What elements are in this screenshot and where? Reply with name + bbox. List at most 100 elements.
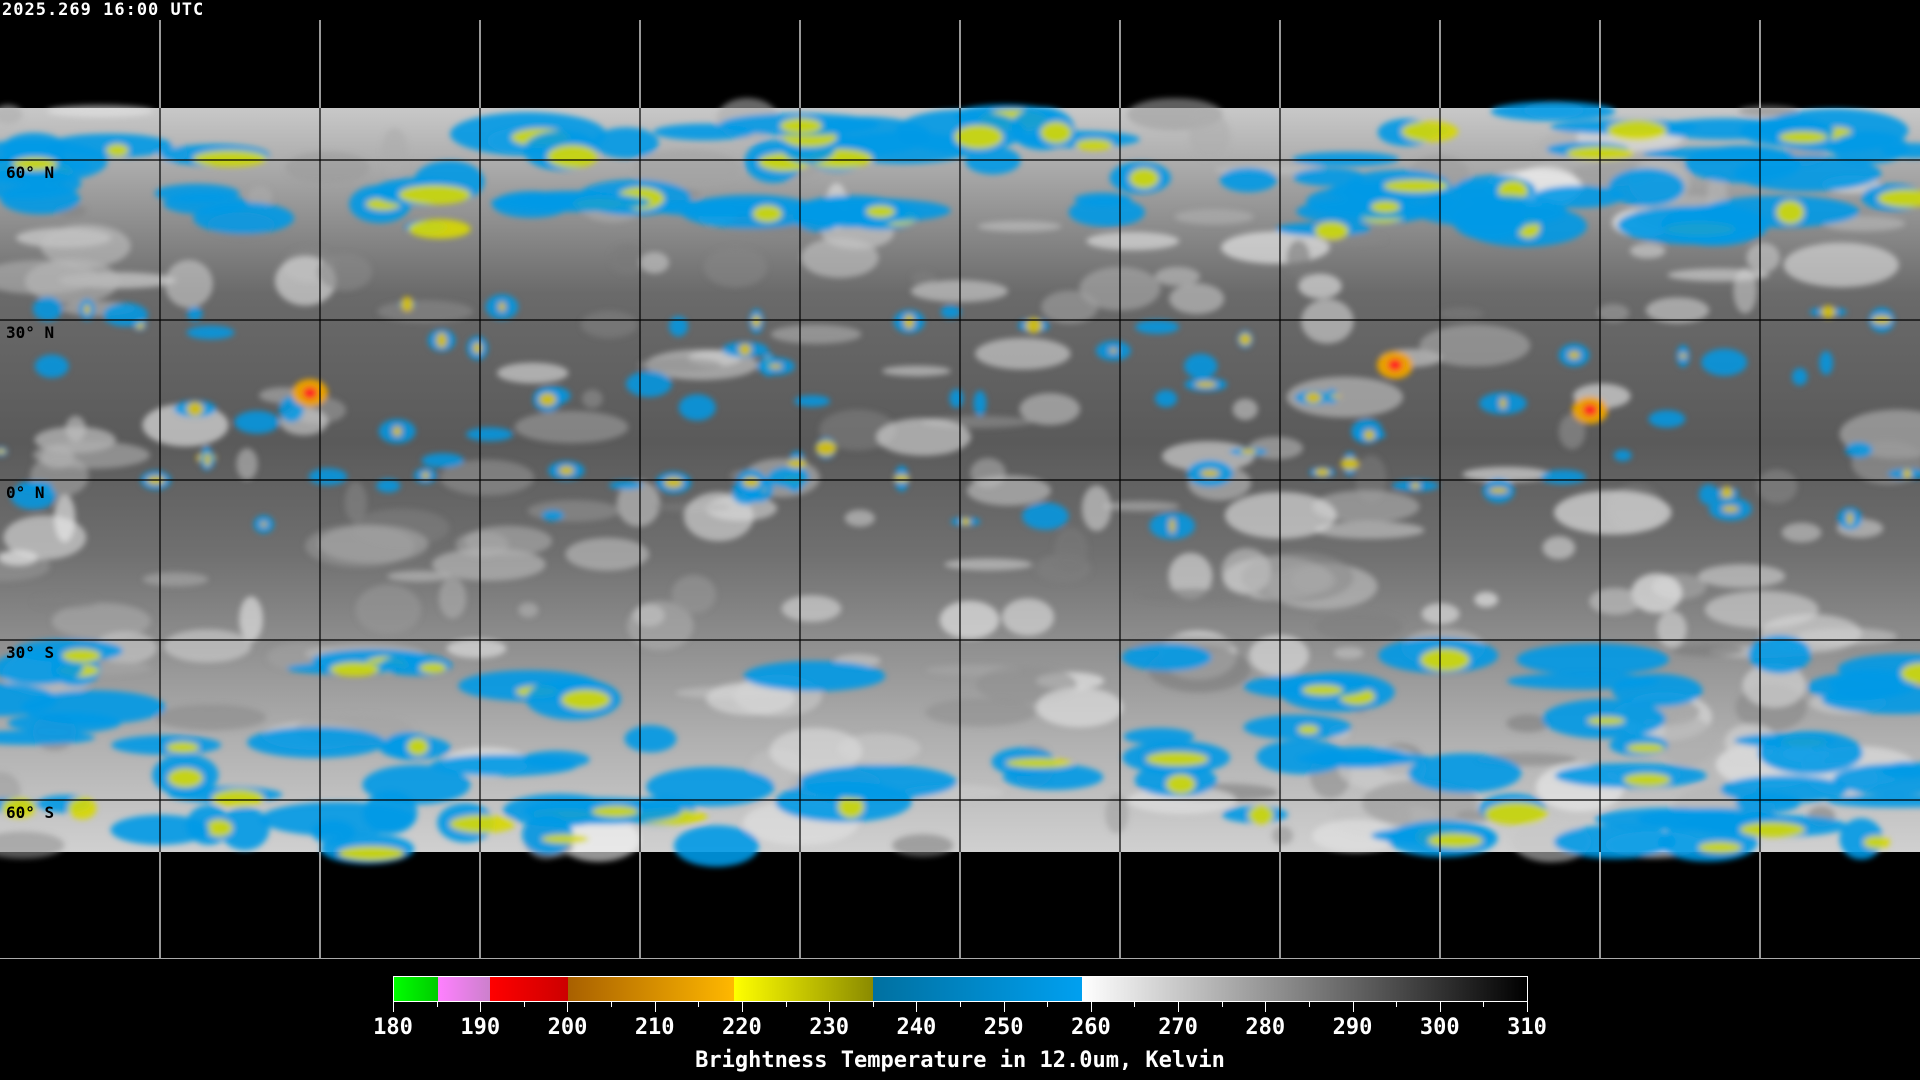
cloud-patch	[1333, 646, 1364, 659]
cloud-patch	[83, 303, 91, 315]
cloud-patch	[260, 521, 267, 527]
cloud-patch	[111, 735, 222, 755]
cloud-patch	[1312, 819, 1400, 853]
cloud-patch	[1383, 179, 1448, 193]
cloud-patch	[592, 805, 639, 818]
colorbar-tick	[1221, 1002, 1223, 1007]
cloud-patch	[1608, 168, 1685, 207]
cloud-patch	[527, 500, 620, 522]
colorbar-tick	[1396, 1002, 1398, 1007]
colorbar-tick	[567, 1002, 569, 1012]
cloud-patch	[975, 337, 1071, 370]
cloud-patch	[1645, 297, 1710, 324]
cloud-patch	[10, 482, 57, 510]
cloud-patch	[51, 602, 151, 640]
cloud-patch	[1419, 324, 1531, 367]
cloud-patch	[954, 125, 1003, 150]
cloud-patch	[1410, 482, 1421, 490]
cloud-patch	[1679, 353, 1687, 359]
cloud-patch	[1488, 487, 1509, 494]
cloud-patch	[449, 814, 516, 834]
cloud-patch	[781, 595, 842, 622]
cloud-patch	[285, 151, 370, 184]
cloud-patch	[1721, 486, 1733, 500]
cloud-patch	[668, 316, 689, 337]
cloud-patch	[1314, 221, 1349, 240]
cloud-patch	[1845, 441, 1873, 458]
colorbar-segment	[1082, 977, 1527, 1001]
cloud-patch	[220, 806, 270, 851]
cloud-patch	[1168, 552, 1213, 599]
cloud-patch	[556, 816, 641, 862]
cloud-patch	[1292, 151, 1400, 167]
colorbar-tick-label: 180	[373, 1015, 413, 1040]
cloud-patch	[522, 814, 574, 855]
cloud-patch	[638, 357, 723, 373]
colorbar-tick	[960, 1002, 961, 1007]
colorbar-tick	[1308, 1002, 1310, 1007]
cloud-patch	[34, 354, 69, 378]
cloud-patch	[616, 480, 661, 527]
cloud-patch	[33, 594, 100, 609]
cloud-patch	[446, 638, 507, 659]
cloud-patch	[1243, 714, 1352, 740]
colorbar-tick-label: 210	[634, 1015, 675, 1040]
cloud-patch	[1388, 359, 1402, 371]
cloud-patch	[1758, 731, 1863, 775]
cloud-patch	[1146, 751, 1209, 767]
cloud-patch	[431, 547, 546, 581]
cloud-patch	[1286, 376, 1404, 418]
cloud-patch	[311, 820, 356, 845]
cloud-patch	[1001, 598, 1055, 636]
cloud-patch	[387, 570, 452, 582]
cloud-patch	[1240, 448, 1257, 455]
cloud-patch	[1286, 239, 1311, 278]
cloud-patch	[1597, 303, 1630, 322]
colorbar-tick	[698, 1002, 700, 1007]
colorbar-tick	[1527, 1002, 1528, 1012]
colorbar-tick	[523, 1002, 525, 1007]
cloud-patch	[1881, 761, 1920, 779]
colorbar-segment	[489, 977, 569, 1001]
cloud-patch	[1462, 466, 1551, 482]
cloud-patch	[421, 453, 465, 468]
cloud-patch	[1154, 266, 1201, 286]
cloud-patch	[1631, 573, 1683, 613]
cloud-patch	[1742, 663, 1807, 708]
cloud-patch	[1738, 105, 1799, 117]
cloud-patch	[381, 128, 408, 175]
colorbar-tick	[872, 1002, 874, 1007]
cloud-patch	[376, 478, 401, 493]
cloud-patch	[558, 465, 574, 476]
cloud-patch	[1074, 192, 1132, 207]
cloud-patch	[421, 471, 430, 480]
cloud-patch	[903, 314, 915, 329]
cloud-patch	[1301, 298, 1354, 344]
cloud-patch	[1484, 802, 1548, 825]
cloud-patch	[344, 481, 367, 523]
cloud-patch	[234, 410, 280, 434]
cloud-patch	[24, 259, 120, 304]
cloud-patch	[770, 324, 862, 344]
cloud-patch	[1224, 491, 1337, 539]
cloud-patch	[1671, 644, 1745, 657]
cloud-patch	[844, 509, 875, 527]
cloud-patch	[1054, 527, 1088, 573]
cloud-patch	[1019, 393, 1081, 426]
cloud-patch	[1305, 391, 1322, 404]
colorbar-tick	[1265, 1002, 1267, 1012]
cloud-patch	[0, 730, 96, 745]
colorbar-segment	[873, 977, 1083, 1001]
colorbar-tick-label: 220	[722, 1015, 762, 1040]
cloud-patch	[0, 183, 80, 215]
lat-label-30s: 30° S	[6, 643, 55, 662]
cloud-patch	[518, 602, 539, 618]
colorbar-tick	[436, 1002, 438, 1007]
cloud-patch	[0, 831, 65, 859]
cloud-patch	[204, 452, 211, 467]
cloud-patch	[881, 365, 951, 377]
cloud-patch	[960, 517, 971, 526]
cloud-patch	[1553, 490, 1672, 535]
cloud-patch	[62, 648, 101, 663]
cloud-patch	[966, 475, 1051, 506]
